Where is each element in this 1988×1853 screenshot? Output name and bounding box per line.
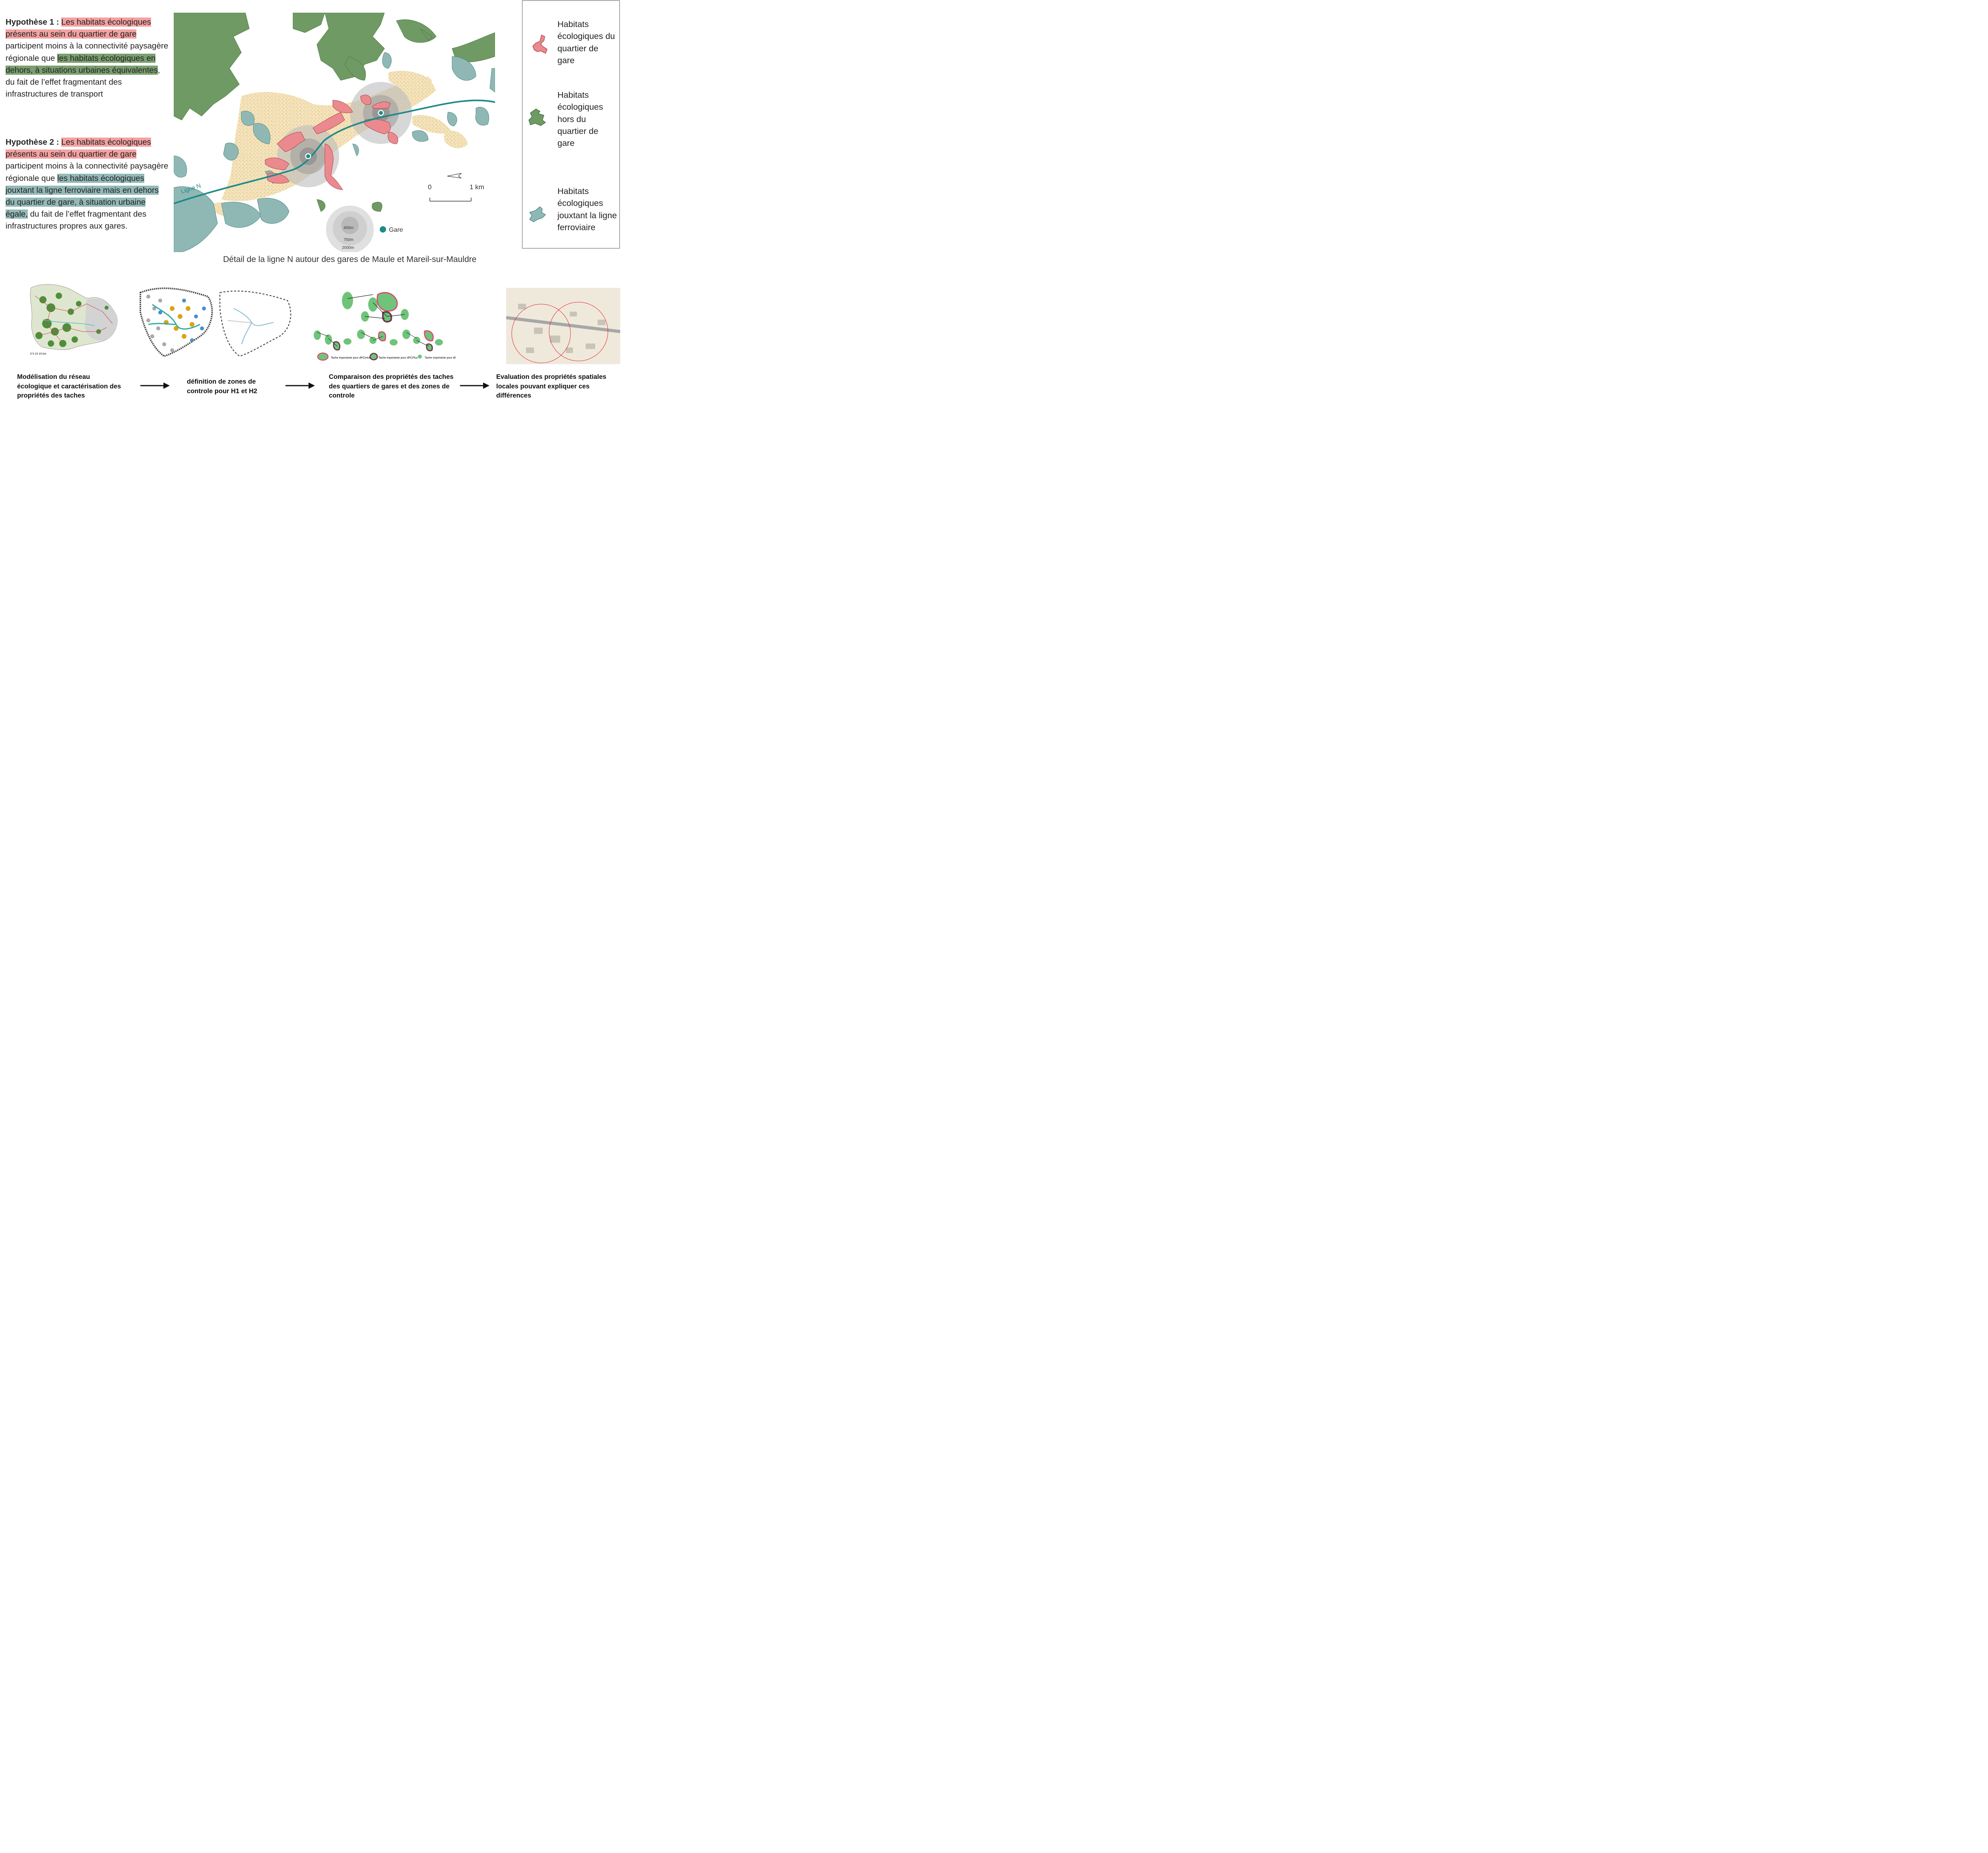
hypothesis-2: Hypothèse 2 : Les habitats écologiques p… bbox=[6, 136, 169, 233]
legend-label-railway-habitats: Habitats écologiques jouxtant la ligne f… bbox=[557, 186, 617, 232]
arrow-right-icon bbox=[460, 382, 489, 389]
habitats-outside-station-area bbox=[174, 13, 495, 212]
scale-start: 0 bbox=[428, 183, 431, 191]
step1-label: Modélisation du réseau écologique et car… bbox=[17, 373, 121, 400]
step2-label: définition de zones de controle pour H1 … bbox=[187, 378, 257, 395]
station-legend-label: Gare bbox=[389, 227, 403, 233]
step3-label: Comparaison des propriétés des taches de… bbox=[329, 373, 454, 400]
hypothesis-2-reason: du fait de l’effet fragmentant des infra… bbox=[6, 210, 147, 231]
step3-patch-comparison: Tache importante pour dPCintra Tache imp… bbox=[314, 292, 456, 361]
scale-end: 1 km bbox=[470, 183, 484, 191]
buffer-label-400m: 400m bbox=[344, 226, 353, 230]
buffer-legend bbox=[326, 206, 374, 252]
step3-legend-connecteur: Tache importante pour dPCconnecteur bbox=[425, 357, 456, 359]
north-arrow-icon bbox=[447, 173, 462, 179]
hypothesis-1-title: Hypothèse 1 : bbox=[6, 17, 59, 27]
legend: Habitats écologiques du quartier de gare… bbox=[522, 0, 620, 248]
legend-label-station-habitats: Habitats écologiques du quartier de gare bbox=[557, 19, 615, 65]
station-legend-dot bbox=[380, 226, 386, 233]
habitats-along-railway bbox=[174, 52, 495, 252]
step1-scale-text: 0 5 10 15 km bbox=[30, 353, 47, 355]
step3-legend-intra: Tache importante pour dPCintra bbox=[331, 357, 370, 359]
scale-bar bbox=[429, 198, 472, 202]
step1-network-map: 0 5 10 15 km bbox=[30, 284, 118, 355]
habitats-station-area bbox=[265, 95, 398, 190]
hypothesis-1: Hypothèse 1 : Les habitats écologiques p… bbox=[6, 16, 169, 100]
step4-label: Evaluation des propriétés spatiales loca… bbox=[496, 373, 606, 400]
map-caption: Détail de la ligne N autour des gares de… bbox=[223, 255, 477, 264]
hypothesis-2-text: participent moins à la connectivité pays… bbox=[6, 161, 169, 183]
step3-legend-flux: Tache importante pour dPCFlux bbox=[379, 357, 418, 359]
hypothesis-2-title: Hypothèse 2 : bbox=[6, 138, 59, 147]
hypothesis-1-reason: , du fait de l’effet fragmentant des inf… bbox=[6, 65, 160, 99]
legend-swatch-railway-habitats bbox=[529, 206, 546, 222]
arrow-right-icon bbox=[285, 382, 315, 389]
hypothesis-1-text: participent moins à la connectivité pays… bbox=[6, 41, 169, 63]
legend-swatch-outside-habitats bbox=[528, 109, 546, 126]
station-marker-maule bbox=[305, 153, 311, 159]
station-marker-mareil bbox=[378, 110, 384, 116]
legend-label-outside-habitats: Habitats écologiques hors du quartier de… bbox=[557, 90, 603, 148]
buffer-label-750m: 750m bbox=[344, 238, 353, 242]
arrow-right-icon bbox=[140, 382, 170, 389]
station-map: Ligne N 0 1 km 400m 750m 2000m Gare bbox=[174, 13, 495, 252]
step4-local-analysis bbox=[506, 288, 620, 364]
step2-control-zones bbox=[140, 287, 291, 357]
legend-swatch-station-habitats bbox=[532, 34, 547, 54]
rail-line-n bbox=[174, 99, 495, 204]
buffer-label-2000m: 2000m bbox=[342, 246, 354, 250]
